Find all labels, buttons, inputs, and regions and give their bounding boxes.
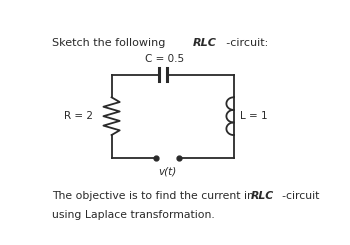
Text: Sketch the following: Sketch the following xyxy=(52,38,169,48)
Text: -circuit:: -circuit: xyxy=(224,38,268,48)
Text: The objective is to find the current in: The objective is to find the current in xyxy=(52,191,257,201)
Text: RLC: RLC xyxy=(193,38,217,48)
Text: R = 2: R = 2 xyxy=(64,111,92,121)
Text: L = 1: L = 1 xyxy=(240,111,268,121)
Text: using Laplace transformation.: using Laplace transformation. xyxy=(52,209,215,220)
Text: v(t): v(t) xyxy=(159,166,177,176)
Text: C = 0.5: C = 0.5 xyxy=(145,54,184,64)
Text: -circuit: -circuit xyxy=(280,191,319,201)
Text: RLC: RLC xyxy=(251,191,274,201)
